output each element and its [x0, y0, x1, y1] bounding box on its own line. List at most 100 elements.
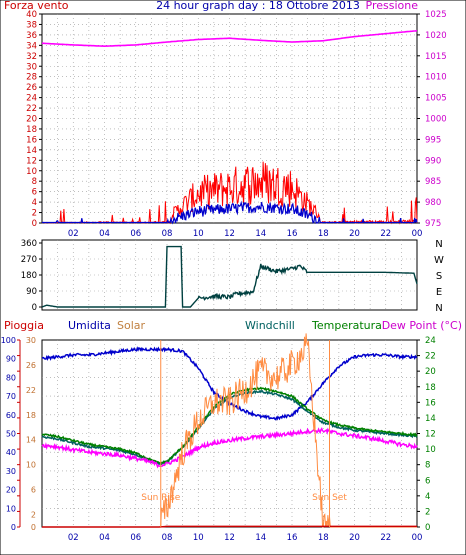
- wind-tick-label: 20: [26, 115, 37, 125]
- humidity-tick-label: 30: [6, 467, 16, 476]
- temperature-series-line: [41, 386, 418, 465]
- humidity-tick-label: 80: [6, 373, 16, 382]
- humidity-tick-label: 70: [6, 392, 16, 401]
- hour-tick-label: 14: [255, 229, 266, 239]
- hour-tick-label: 10: [193, 533, 204, 543]
- solar-tick-label: 0: [31, 523, 36, 532]
- direction-tick-label: 90: [26, 287, 37, 297]
- hour-tick-label: 00: [412, 229, 423, 239]
- humidity-tick-label: 0: [11, 523, 16, 532]
- hour-tick-label: 06: [130, 229, 141, 239]
- compass-label: E: [436, 287, 442, 298]
- wind-tick-label: 28: [26, 73, 37, 83]
- solar-tick-label: 18: [26, 411, 36, 420]
- wind-tick-label: 36: [26, 31, 37, 41]
- hour-tick-label: 04: [99, 533, 110, 543]
- rain-axis-title: Pioggia: [4, 319, 44, 332]
- pressure-tick-label: 985: [425, 177, 441, 187]
- hour-tick-label: 16: [287, 229, 298, 239]
- humidity-tick-label: 90: [6, 355, 16, 364]
- temperature-tick-label: 16: [425, 398, 436, 408]
- wind-axis-title: Forza vento: [4, 0, 69, 12]
- solar-tick-label: 14: [26, 436, 36, 445]
- graph-title: 24 hour graph day : 18 Ottobre 2013: [156, 0, 360, 12]
- humidity-tick-label: 60: [6, 411, 16, 420]
- wind-tick-label: 0: [32, 219, 37, 229]
- temperature-tick-label: 14: [425, 414, 436, 424]
- hour-tick-label: 22: [380, 533, 391, 543]
- wind-direction-series-line: [41, 245, 418, 308]
- wind-average-series-line: [42, 200, 418, 225]
- wind-tick-label: 2: [32, 209, 37, 219]
- temperature-tick-label: 24: [425, 336, 436, 346]
- windchill-axis-title: Windchill: [245, 319, 295, 332]
- wind-tick-label: 10: [26, 167, 37, 177]
- wind-tick-label: 38: [26, 20, 37, 30]
- direction-tick-label: 180: [21, 271, 37, 281]
- wind-tick-label: 8: [32, 177, 37, 187]
- pressure-tick-label: 1025: [425, 10, 447, 20]
- wind-tick-label: 30: [26, 62, 37, 72]
- temperature-tick-label: 0: [425, 523, 430, 533]
- wind-tick-label: 40: [26, 10, 37, 20]
- temperature-tick-label: 18: [425, 383, 436, 393]
- direction-tick-label: 270: [21, 255, 37, 265]
- hour-tick-label: 06: [130, 533, 141, 543]
- temperature-tick-label: 8: [425, 461, 430, 471]
- solar-tick-label: 10: [26, 461, 36, 470]
- hour-tick-label: 10: [193, 229, 204, 239]
- hour-tick-label: 02: [68, 533, 79, 543]
- wind-tick-label: 14: [26, 146, 37, 156]
- temperature-tick-label: 2: [425, 507, 430, 517]
- humidity-axis-title: Umidita: [68, 319, 111, 332]
- wind-tick-label: 12: [26, 156, 37, 166]
- pressure-tick-label: 995: [425, 135, 441, 145]
- pressure-tick-label: 990: [425, 156, 441, 166]
- humidity-tick-label: 50: [6, 430, 16, 439]
- wind-tick-label: 26: [26, 83, 37, 93]
- pressure-tick-label: 1020: [425, 31, 447, 41]
- wind-tick-label: 4: [32, 198, 37, 208]
- pressure-axis-title: Pressione: [366, 0, 419, 12]
- solar-tick-label: 30: [26, 336, 36, 345]
- windchill-series-line: [41, 389, 418, 466]
- humidity-tick-label: 20: [6, 486, 16, 495]
- hour-tick-label: 22: [380, 229, 391, 239]
- temperature-axis-title: Temperatura: [311, 319, 382, 332]
- hour-tick-label: 02: [68, 229, 79, 239]
- pressure-tick-label: 1005: [425, 94, 447, 104]
- sunset-label: Sun Set: [312, 493, 347, 503]
- dewpoint-axis-title: Dew Point (°C): [382, 319, 462, 332]
- wind-tick-label: 22: [26, 104, 37, 114]
- solar-tick-label: 22: [26, 386, 36, 395]
- pressure-tick-label: 1015: [425, 52, 447, 62]
- compass-label: N: [435, 303, 442, 314]
- sunrise-label: Sun Rise: [141, 493, 180, 503]
- humidity-tick-label: 100: [1, 336, 16, 345]
- wind-tick-label: 32: [26, 52, 37, 62]
- hour-tick-label: 18: [318, 229, 329, 239]
- temperature-tick-label: 6: [425, 476, 430, 486]
- hour-tick-label: 20: [349, 229, 360, 239]
- wind-tick-label: 24: [26, 94, 37, 104]
- temperature-tick-label: 20: [425, 367, 436, 377]
- solar-tick-label: 2: [31, 511, 36, 520]
- direction-tick-label: 0: [32, 303, 37, 313]
- temperature-tick-label: 10: [425, 445, 436, 455]
- hour-tick-label: 08: [162, 229, 173, 239]
- temperature-tick-label: 4: [425, 492, 430, 502]
- hour-tick-label: 12: [224, 533, 235, 543]
- wind-tick-label: 16: [26, 135, 37, 145]
- humidity-tick-label: 40: [6, 448, 16, 457]
- solar-tick-label: 26: [26, 361, 36, 370]
- pressure-tick-label: 1010: [425, 73, 447, 83]
- hour-tick-label: 04: [99, 229, 110, 239]
- pressure-tick-label: 1000: [425, 115, 447, 125]
- temperature-tick-label: 12: [425, 430, 436, 440]
- hour-tick-label: 18: [318, 533, 329, 543]
- dewpoint-series-line: [41, 427, 418, 469]
